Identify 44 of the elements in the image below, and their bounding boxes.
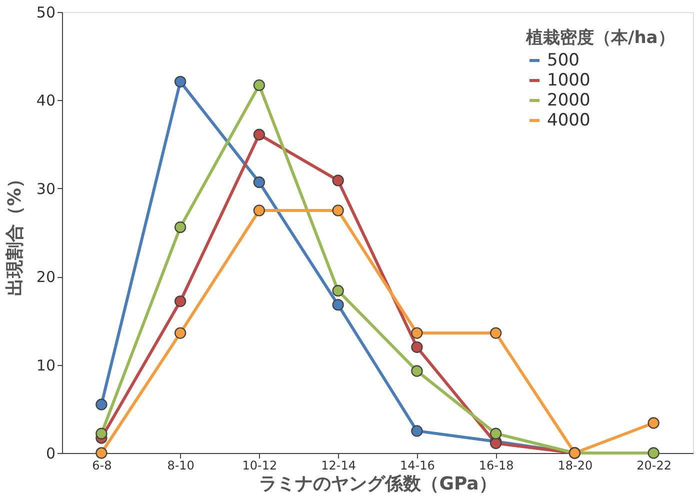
legend-title: 植栽密度（本/ha） [525,28,675,48]
point [96,447,108,459]
y-tick-label: 20 [36,268,56,286]
point [648,417,660,429]
y-tick-label: 30 [36,180,56,198]
point [411,365,423,377]
point [332,174,344,186]
x-axis-title: ラミナのヤング係数（GPa） [259,474,497,494]
x-tick-label: 18-20 [558,458,593,472]
x-tick-label: 16-18 [478,458,514,472]
point [648,447,660,459]
point [174,327,186,339]
point [332,204,344,216]
y-axis-title: 出現割合（%） [4,170,26,296]
x-tick-label: 14-16 [400,458,435,472]
point [253,79,266,92]
y-tick-label: 0 [46,444,56,462]
point [332,298,344,311]
x-tick-label: 20-22 [636,458,672,472]
x-tick-label: 8-10 [167,458,194,472]
x-tick-label: 12-14 [321,458,356,472]
point [174,295,186,308]
legend-label: 500 [547,50,580,70]
point [411,425,423,437]
y-tick-label: 50 [36,4,56,22]
y-tick-label: 40 [36,92,56,110]
x-tick-label: 6-8 [92,458,112,472]
legend-label: 1000 [547,70,590,90]
point [253,176,266,188]
point [253,204,266,216]
point [96,398,108,410]
point [174,221,186,234]
legend-label: 2000 [547,90,590,110]
point [411,327,423,339]
point [174,76,186,88]
point [490,428,502,440]
point [96,428,108,440]
point [253,128,266,140]
point [332,284,344,297]
x-tick-label: 10-12 [242,458,278,472]
legend-label: 4000 [547,110,590,130]
point [490,327,502,339]
y-tick-label: 10 [36,356,56,374]
point [411,341,423,353]
